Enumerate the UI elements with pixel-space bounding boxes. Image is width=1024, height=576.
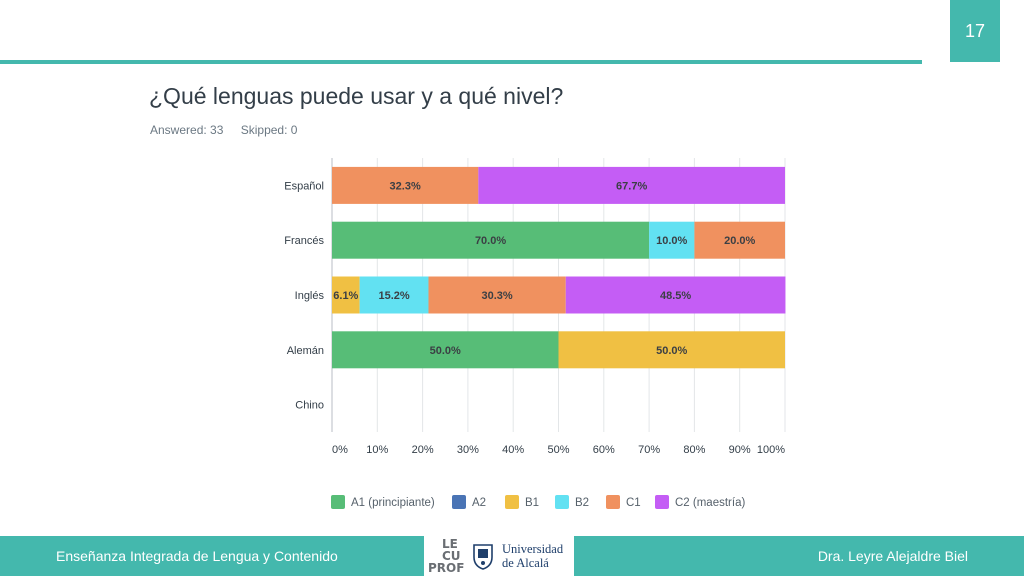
x-tick-label: 30%	[457, 444, 479, 456]
category-label: Español	[284, 180, 324, 192]
x-tick-label: 20%	[412, 444, 434, 456]
x-tick-label: 60%	[593, 444, 615, 456]
data-label: 30.3%	[482, 290, 513, 302]
category-label: Francés	[284, 235, 324, 247]
logo-letters-2: CU	[442, 549, 461, 563]
university-name-line1: Universidad	[502, 542, 564, 556]
bar-segment	[649, 221, 695, 259]
bar-segment	[332, 166, 479, 204]
data-label: 15.2%	[378, 290, 409, 302]
data-label: 32.3%	[390, 180, 421, 192]
data-label: 10.0%	[656, 235, 687, 247]
legend-swatch	[655, 495, 669, 509]
page-number: 17	[950, 0, 1000, 62]
university-name-line2: de Alcalá	[502, 556, 549, 570]
logo-letters-1: LE	[442, 537, 458, 551]
stacked-bar-chart: Español 32.3% 67.7% Francés 70.0% 10.0% 20.0% I…	[284, 158, 786, 509]
x-tick-label: 0%	[332, 444, 348, 456]
category-label: Alemán	[287, 345, 324, 357]
legend-label: C2 (maestría)	[675, 497, 745, 509]
legend-label: A1 (principiante)	[351, 497, 435, 509]
bar-segment	[359, 276, 429, 314]
lecuprof-logo: LE CU PROF	[428, 538, 464, 576]
footer-author: Dra. Leyre Alejaldre Biel	[817, 548, 968, 564]
legend-swatch	[331, 495, 345, 509]
legend-swatch	[452, 495, 466, 509]
bar-segment	[558, 331, 785, 369]
x-tick-label: 10%	[366, 444, 388, 456]
bar-segment	[565, 276, 786, 314]
header-rule	[0, 60, 922, 64]
bar-segment	[332, 221, 650, 259]
footer-bar: Enseñanza Integrada de Lengua y Contenid…	[0, 536, 1024, 576]
x-tick-label: 70%	[638, 444, 660, 456]
university-logo-text: Universidad de Alcalá	[502, 542, 563, 570]
legend-label: A2	[472, 497, 486, 509]
data-label: 70.0%	[475, 235, 506, 247]
x-tick-label: 90%	[729, 444, 751, 456]
logos: LE CU PROF Universidad de Alcalá	[424, 536, 574, 576]
bar-segment	[332, 276, 360, 314]
data-label: 50.0%	[430, 345, 461, 357]
skipped-count: Skipped: 0	[240, 123, 298, 137]
x-tick-label: 50%	[547, 444, 569, 456]
category-label: Chino	[295, 400, 324, 412]
footer-course-title: Enseñanza Integrada de Lengua y Contenid…	[56, 548, 338, 564]
university-crest-icon	[473, 544, 493, 570]
answered-count: Answered: 33	[150, 123, 224, 137]
legend-label: B1	[525, 497, 539, 509]
data-label: 67.7%	[616, 180, 647, 192]
legend-swatch	[555, 495, 569, 509]
data-label: 20.0%	[724, 235, 755, 247]
legend-label: C1	[626, 497, 641, 509]
legend-label: B2	[575, 497, 589, 509]
legend-swatch	[505, 495, 519, 509]
data-label: 6.1%	[333, 290, 358, 302]
x-tick-label: 80%	[683, 444, 705, 456]
x-tick-label: 100%	[757, 444, 785, 456]
chart-title: ¿Qué lenguas puede usar y a qué nivel?	[149, 83, 564, 109]
category-label: Inglés	[295, 290, 325, 302]
data-label: 48.5%	[660, 290, 691, 302]
bar-segment	[478, 166, 785, 204]
x-tick-label: 40%	[502, 444, 524, 456]
survey-meta: Answered: 33 Skipped: 0	[150, 123, 311, 137]
legend-swatch	[606, 495, 620, 509]
bar-segment	[332, 331, 559, 369]
logo-letters-3: PROF	[428, 561, 465, 575]
data-label: 50.0%	[656, 345, 687, 357]
bar-segment	[428, 276, 566, 314]
bar-segment	[694, 221, 785, 259]
